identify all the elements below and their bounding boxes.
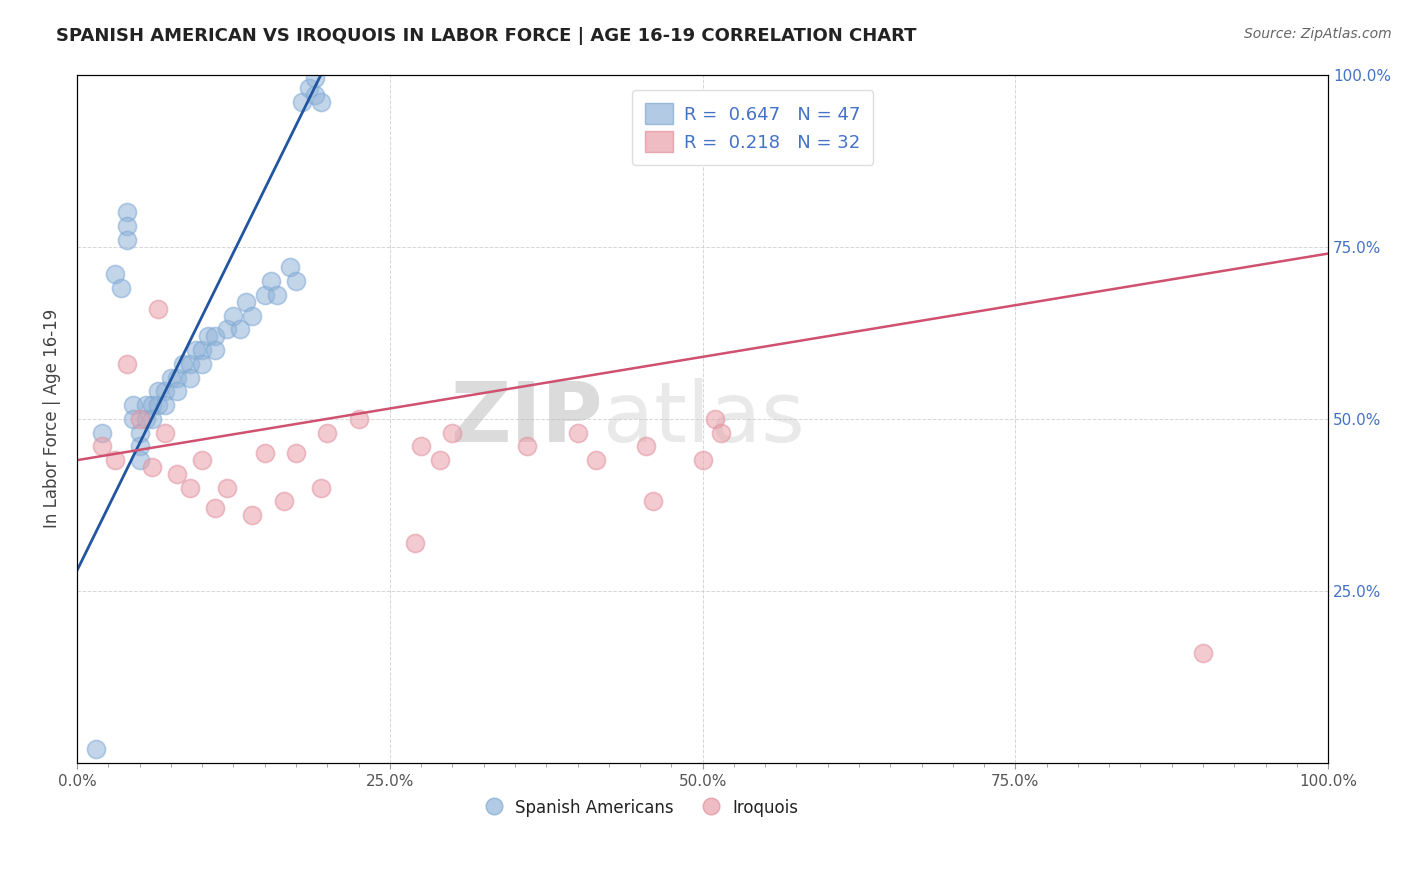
- Point: [411, 439, 433, 453]
- Point: [128, 453, 150, 467]
- Point: [692, 453, 714, 467]
- Point: [179, 370, 201, 384]
- Point: [235, 294, 257, 309]
- Point: [316, 425, 339, 440]
- Point: [148, 384, 170, 399]
- Point: [184, 343, 207, 357]
- Point: [266, 288, 288, 302]
- Point: [135, 398, 157, 412]
- Point: [704, 412, 727, 426]
- Point: [115, 233, 138, 247]
- Point: [128, 412, 150, 426]
- Point: [1192, 646, 1215, 660]
- Point: [141, 460, 163, 475]
- Point: [297, 81, 319, 95]
- Point: [135, 412, 157, 426]
- Point: [160, 370, 183, 384]
- Point: [91, 439, 114, 453]
- Point: [104, 267, 127, 281]
- Point: [429, 453, 451, 467]
- Y-axis label: In Labor Force | Age 16-19: In Labor Force | Age 16-19: [44, 310, 60, 528]
- Point: [115, 219, 138, 233]
- Text: SPANISH AMERICAN VS IROQUOIS IN LABOR FORCE | AGE 16-19 CORRELATION CHART: SPANISH AMERICAN VS IROQUOIS IN LABOR FO…: [56, 27, 917, 45]
- Point: [179, 357, 201, 371]
- Point: [197, 329, 219, 343]
- Point: [153, 384, 176, 399]
- Text: Source: ZipAtlas.com: Source: ZipAtlas.com: [1244, 27, 1392, 41]
- Point: [191, 453, 214, 467]
- Point: [278, 260, 301, 275]
- Point: [128, 439, 150, 453]
- Point: [191, 343, 214, 357]
- Point: [240, 508, 263, 523]
- Point: [240, 309, 263, 323]
- Point: [567, 425, 589, 440]
- Point: [148, 398, 170, 412]
- Point: [115, 357, 138, 371]
- Point: [141, 398, 163, 412]
- Point: [110, 281, 132, 295]
- Point: [122, 398, 145, 412]
- Point: [115, 205, 138, 219]
- Legend: Spanish Americans, Iroquois: Spanish Americans, Iroquois: [475, 792, 804, 823]
- Point: [304, 88, 326, 103]
- Point: [222, 309, 245, 323]
- Point: [128, 425, 150, 440]
- Point: [253, 288, 276, 302]
- Point: [291, 95, 314, 109]
- Point: [179, 481, 201, 495]
- Point: [153, 398, 176, 412]
- Point: [204, 343, 226, 357]
- Point: [204, 501, 226, 516]
- Point: [91, 425, 114, 440]
- Point: [141, 412, 163, 426]
- Point: [172, 357, 194, 371]
- Point: [309, 95, 332, 109]
- Text: atlas: atlas: [603, 378, 804, 459]
- Point: [641, 494, 664, 508]
- Point: [260, 274, 283, 288]
- Point: [204, 329, 226, 343]
- Point: [191, 357, 214, 371]
- Point: [166, 384, 188, 399]
- Point: [84, 742, 107, 756]
- Point: [347, 412, 370, 426]
- Point: [229, 322, 252, 336]
- Point: [516, 439, 538, 453]
- Point: [404, 535, 426, 549]
- Point: [273, 494, 295, 508]
- Point: [710, 425, 733, 440]
- Point: [166, 370, 188, 384]
- Point: [122, 412, 145, 426]
- Point: [304, 70, 326, 85]
- Point: [166, 467, 188, 481]
- Point: [285, 274, 308, 288]
- Point: [104, 453, 127, 467]
- Point: [441, 425, 464, 440]
- Text: ZIP: ZIP: [450, 378, 603, 459]
- Point: [636, 439, 658, 453]
- Point: [309, 481, 332, 495]
- Point: [217, 322, 239, 336]
- Point: [253, 446, 276, 460]
- Point: [585, 453, 607, 467]
- Point: [148, 301, 170, 316]
- Point: [153, 425, 176, 440]
- Point: [285, 446, 308, 460]
- Point: [217, 481, 239, 495]
